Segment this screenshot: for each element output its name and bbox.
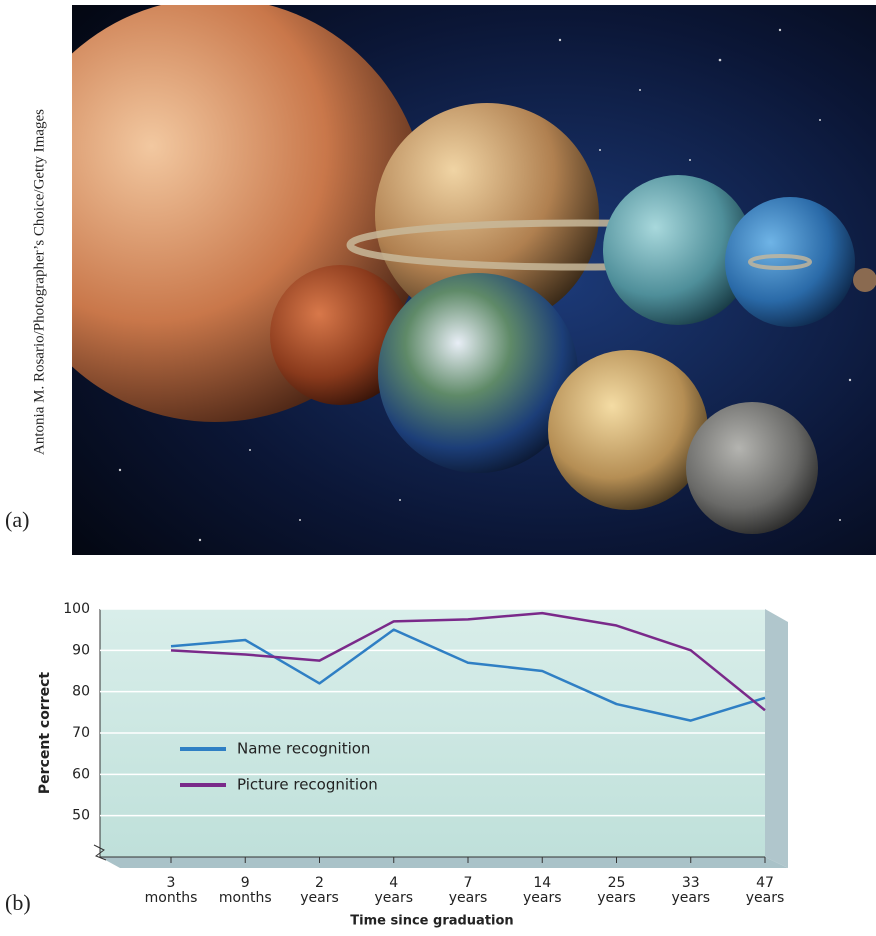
panel-label: (b) (5, 890, 31, 915)
x-tick-label: 25 (608, 875, 626, 891)
x-tick-label: 33 (682, 875, 700, 891)
panel-label: (a) (5, 507, 29, 532)
y-tick-label: 80 (72, 684, 90, 700)
y-tick-label: 50 (72, 808, 90, 824)
y-tick-label: 100 (63, 601, 90, 617)
x-tick-label: 4 (389, 875, 398, 891)
x-tick-label: 2 (315, 875, 324, 891)
x-tick-label: 9 (241, 875, 250, 891)
x-tick-label: months (145, 890, 198, 906)
x-tick-label: 3 (167, 875, 176, 891)
x-tick-label: 7 (464, 875, 473, 891)
series-line (170, 628, 766, 722)
x-tick-label: years (300, 890, 339, 906)
x-tick-label: months (219, 890, 272, 906)
series-line (170, 611, 766, 712)
x-tick-label: years (597, 890, 636, 906)
plot-floor (100, 857, 788, 868)
legend-label: Picture recognition (237, 776, 378, 794)
x-tick-label: 47 (756, 875, 774, 891)
legend-label: Name recognition (237, 740, 370, 758)
x-axis-title: Time since graduation (350, 914, 513, 929)
photo-credit: Antonia M. Rosario/Photographer’s Choice… (31, 109, 47, 455)
y-tick-label: 60 (72, 766, 90, 782)
axis-break (93, 844, 107, 861)
x-tick-label: years (671, 890, 710, 906)
x-tick-label: years (746, 890, 785, 906)
y-tick-label: 70 (72, 725, 90, 741)
y-axis-title: Percent correct (37, 672, 53, 795)
x-tick-label: 14 (533, 875, 551, 891)
x-tick-label: years (449, 890, 488, 906)
y-tick-label: 90 (72, 642, 90, 658)
plot-side-wall (765, 609, 788, 868)
x-tick-label: years (374, 890, 413, 906)
planets-photo (72, 5, 876, 555)
x-tick-label: years (523, 890, 562, 906)
